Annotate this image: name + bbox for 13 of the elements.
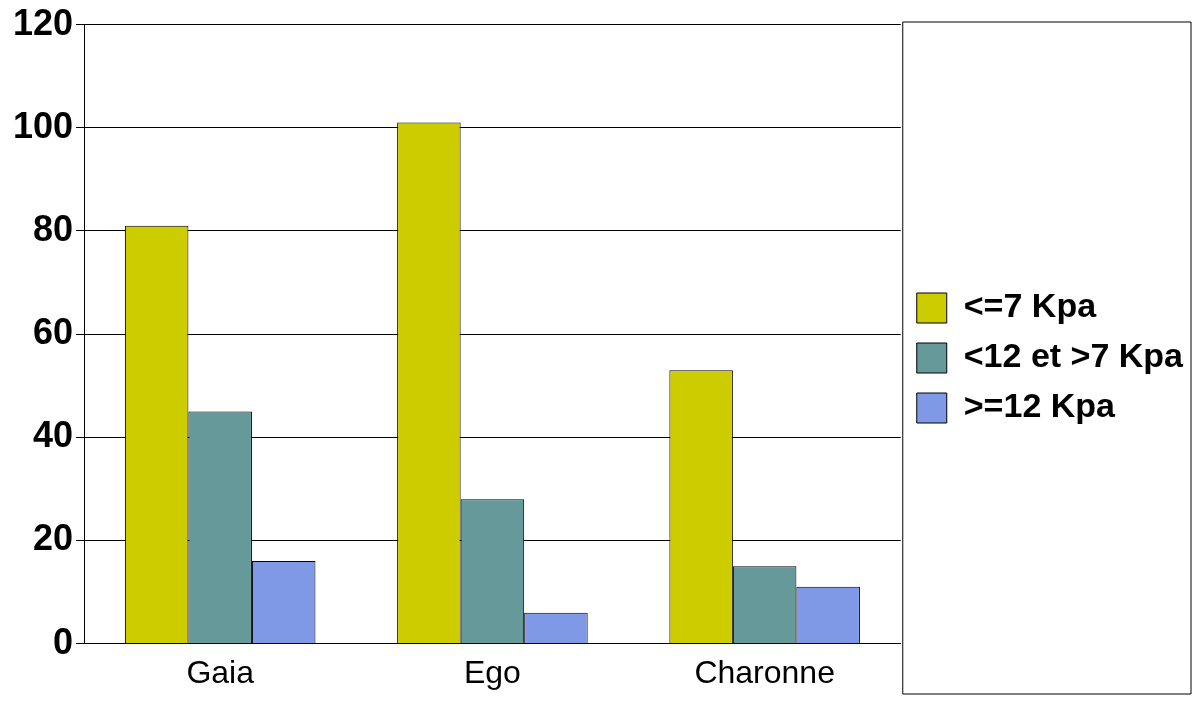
y-tick-label: 20 [33, 517, 74, 559]
x-tick-label: Charonne [694, 653, 835, 690]
y-tick-label: 40 [33, 414, 74, 456]
y-tick-label: 80 [33, 207, 74, 249]
x-tick-label: Gaia [186, 653, 255, 690]
y-tick-label: 100 [12, 104, 74, 146]
y-tick-label: 0 [53, 620, 74, 662]
legend-label: >=12 Kpa [963, 386, 1117, 425]
y-tick-label: 120 [12, 1, 74, 43]
y-tick-label: 60 [33, 311, 74, 353]
legend-label: <=7 Kpa [963, 286, 1098, 325]
legend-label: <12 et >7 Kpa [963, 336, 1185, 375]
x-tick-label: Ego [463, 653, 521, 690]
